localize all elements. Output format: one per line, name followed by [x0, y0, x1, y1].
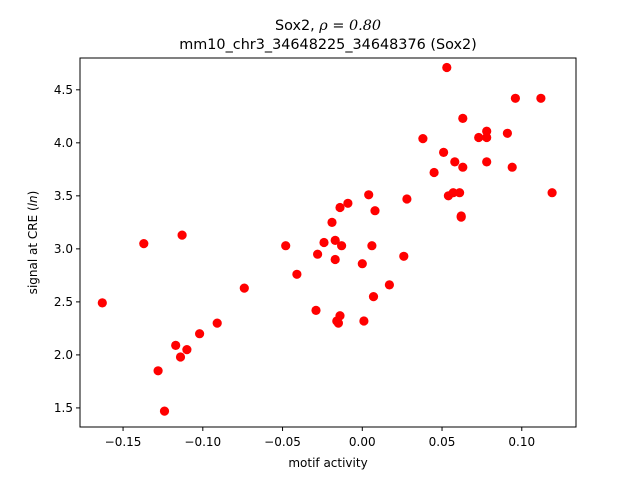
- data-point: [370, 206, 380, 216]
- data-point: [399, 251, 409, 261]
- y-axis-label: signal at CRE (ln): [26, 191, 40, 295]
- data-point: [429, 167, 439, 178]
- data-point: [159, 406, 170, 416]
- data-point: [335, 311, 345, 321]
- y-tick-label: 2.5: [54, 295, 73, 309]
- data-point: [359, 316, 369, 326]
- data-point: [384, 280, 394, 290]
- data-point: [364, 190, 374, 200]
- y-tick-label: 1.5: [54, 401, 73, 415]
- data-point: [177, 230, 187, 240]
- data-point: [510, 93, 520, 103]
- x-tick-label: −0.10: [184, 435, 221, 449]
- x-tick-label: −0.15: [105, 435, 142, 449]
- data-point: [402, 194, 412, 204]
- data-point: [482, 157, 492, 167]
- data-point: [292, 269, 302, 279]
- data-point: [239, 283, 249, 293]
- data-point: [313, 249, 323, 259]
- plot-area-frame: [79, 57, 577, 428]
- data-point: [212, 318, 222, 328]
- data-point: [330, 235, 340, 245]
- chart-title-line2: mm10_chr3_34648225_34648376 (Sox2): [179, 37, 477, 53]
- x-tick-label: 0.05: [429, 435, 456, 449]
- x-tick-label: 0.00: [349, 435, 376, 449]
- y-tick-label: 4.5: [54, 83, 73, 97]
- data-point: [327, 217, 337, 227]
- data-point: [455, 188, 465, 198]
- data-point: [319, 237, 329, 248]
- data-point: [448, 188, 458, 198]
- data-point: [439, 147, 449, 157]
- data-point: [474, 132, 484, 143]
- data-point: [442, 62, 452, 73]
- data-point: [502, 128, 512, 138]
- data-point: [337, 241, 347, 251]
- data-point: [482, 126, 492, 136]
- x-tick-label: 0.10: [508, 435, 535, 449]
- x-axis-label: motif activity: [288, 456, 367, 470]
- data-point: [311, 305, 321, 315]
- data-point: [482, 132, 492, 143]
- data-point: [450, 157, 460, 167]
- data-point: [153, 366, 163, 376]
- y-tick-label: 2.0: [54, 348, 73, 362]
- data-point: [357, 259, 367, 269]
- data-point: [281, 241, 291, 251]
- y-tick-label: 3.0: [54, 242, 73, 256]
- x-axis-ticks: −0.15 −0.10 −0.05 0.00 0.05 0.10: [105, 427, 535, 449]
- x-tick-label: −0.05: [264, 435, 301, 449]
- data-point: [507, 162, 517, 172]
- data-point: [368, 292, 379, 302]
- data-point: [343, 198, 353, 208]
- data-point: [458, 162, 468, 172]
- data-point: [536, 93, 546, 103]
- y-axis-ticks: 1.5 2.0 2.5 3.0 3.5 4.0 4.5: [54, 83, 80, 415]
- data-point: [367, 241, 377, 251]
- data-point: [333, 318, 343, 328]
- data-point: [139, 239, 149, 249]
- data-point: [330, 254, 340, 265]
- data-point: [195, 329, 205, 339]
- y-tick-label: 4.0: [54, 136, 73, 150]
- data-point: [547, 188, 557, 198]
- data-point: [171, 340, 181, 350]
- data-point: [418, 134, 428, 144]
- data-point: [182, 345, 192, 355]
- data-points: [97, 62, 557, 416]
- data-point: [458, 113, 468, 123]
- data-point: [97, 298, 107, 308]
- data-point: [175, 352, 186, 362]
- chart-title-line1: Sox2, ρ = 0.80: [275, 18, 381, 34]
- y-tick-label: 3.5: [54, 189, 73, 203]
- data-point: [335, 202, 345, 213]
- data-point: [456, 212, 466, 222]
